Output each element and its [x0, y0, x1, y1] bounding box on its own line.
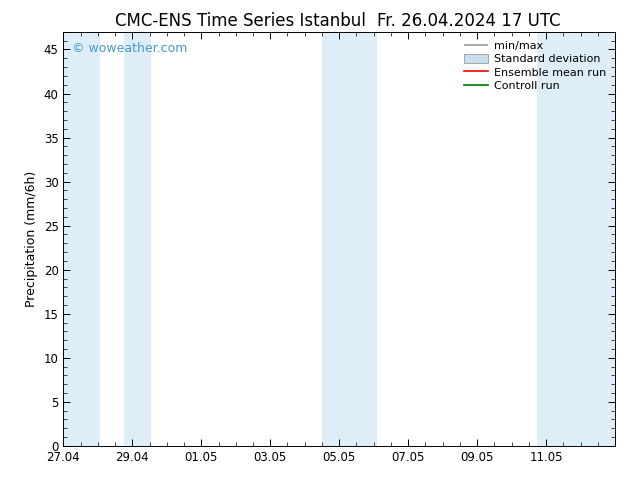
Bar [63, 32, 100, 446]
Legend: min/max, Standard deviation, Ensemble mean run, Controll run: min/max, Standard deviation, Ensemble me… [460, 36, 611, 95]
Text: © woweather.com: © woweather.com [72, 42, 187, 55]
Y-axis label: Precipitation (mm/6h): Precipitation (mm/6h) [25, 171, 38, 307]
Bar [538, 32, 615, 446]
Text: Fr. 26.04.2024 17 UTC: Fr. 26.04.2024 17 UTC [377, 12, 561, 30]
Text: CMC-ENS Time Series Istanbul: CMC-ENS Time Series Istanbul [115, 12, 366, 30]
Bar [124, 32, 152, 446]
Bar [322, 32, 377, 446]
